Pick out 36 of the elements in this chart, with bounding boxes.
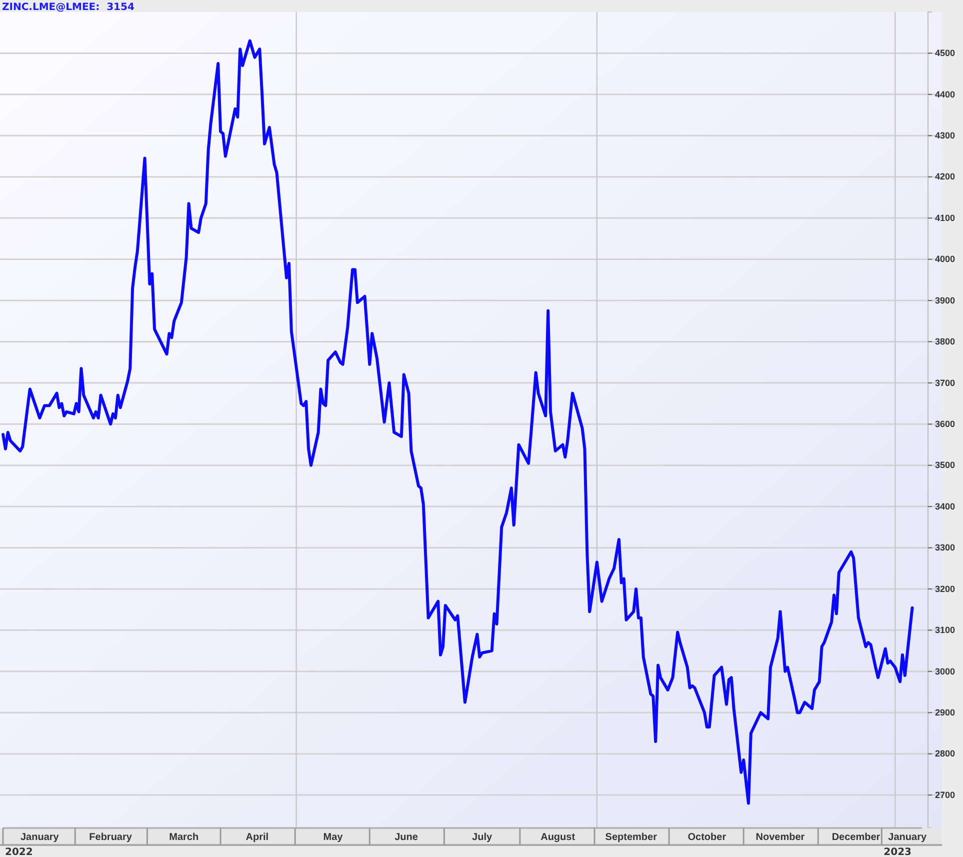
y-tick-label: 2900	[935, 707, 956, 718]
y-tick-label: 2800	[935, 748, 956, 759]
y-tick-label: 3700	[935, 378, 956, 388]
y-tick-label: 4100	[935, 212, 956, 223]
y-tick-label: 4400	[935, 89, 956, 100]
x-tick-label: July	[472, 832, 492, 843]
text: 2022	[5, 847, 33, 857]
y-tick-label: 3200	[935, 584, 956, 594]
x-tick-label: October	[688, 832, 726, 843]
text: 2023	[884, 847, 912, 857]
x-tick-label: November	[756, 832, 805, 843]
y-tick-label: 4500	[935, 48, 956, 58]
y-tick-label: 3800	[935, 336, 956, 347]
x-tick-label: January	[20, 832, 60, 843]
y-tick-label: 3400	[935, 501, 956, 512]
x-tick-label: December	[832, 832, 880, 843]
y-tick-label: 3500	[935, 460, 956, 470]
x-tick-label: February	[89, 832, 132, 843]
x-tick-label: June	[394, 832, 418, 843]
chart-title: ZINC.LME@LMEE: 3154	[2, 2, 134, 13]
x-tick-label: May	[323, 832, 344, 843]
x-tick-label: January	[888, 832, 927, 843]
y-tick-label: 4000	[935, 254, 956, 264]
y-tick-label: 2700	[935, 790, 956, 800]
y-tick-label: 4200	[935, 172, 956, 182]
y-tick-label: 3600	[935, 419, 956, 429]
y-tick-label: 3900	[935, 295, 956, 306]
y-tick-label: 3100	[935, 625, 956, 636]
x-tick-label: August	[540, 832, 576, 843]
x-tick-label: April	[246, 832, 269, 843]
x-tick-label: September	[605, 832, 658, 843]
line-series	[2, 39, 914, 805]
y-tick-label: 3000	[935, 666, 956, 676]
x-tick-label: March	[169, 832, 199, 843]
y-tick-label: 4300	[935, 130, 956, 141]
y-tick-label: 3300	[935, 542, 956, 553]
